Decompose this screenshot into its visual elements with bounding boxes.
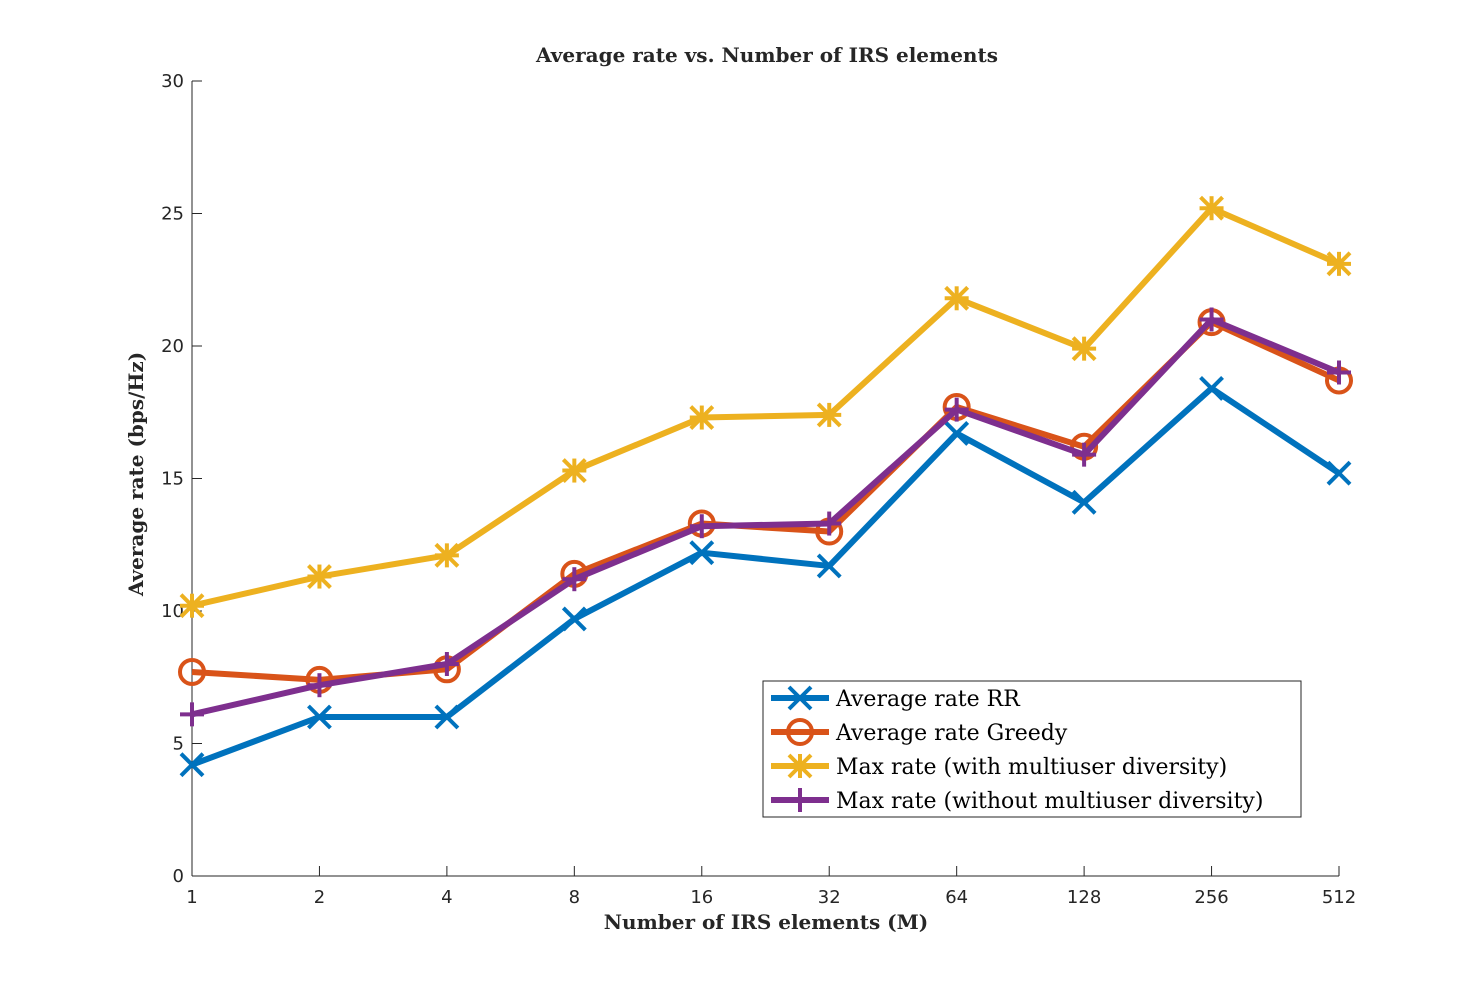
data-point bbox=[689, 405, 715, 430]
data-point bbox=[561, 458, 587, 483]
x-tick-label: 4 bbox=[441, 887, 452, 908]
data-point bbox=[787, 753, 813, 779]
data-point bbox=[1199, 307, 1224, 332]
series-line bbox=[191, 205, 1341, 609]
data-point bbox=[180, 702, 204, 727]
legend-item: Max rate (without multiuser diversity) bbox=[771, 788, 1263, 814]
data-point bbox=[787, 685, 813, 711]
y-tick-label: 25 bbox=[161, 204, 184, 225]
y-tick-label: 20 bbox=[161, 336, 184, 357]
data-point bbox=[788, 788, 812, 812]
data-point bbox=[307, 564, 332, 589]
data-point bbox=[944, 285, 970, 311]
data-point bbox=[689, 514, 714, 539]
y-tick-label: 30 bbox=[161, 71, 184, 92]
x-tick-label: 1 bbox=[186, 887, 197, 908]
x-tick-label: 128 bbox=[1067, 887, 1101, 908]
legend-box bbox=[762, 680, 1302, 818]
data-point bbox=[689, 540, 715, 566]
x-tick-label: 64 bbox=[945, 887, 968, 908]
legend-label: Max rate (without multiuser diversity) bbox=[836, 789, 1263, 814]
series-line bbox=[190, 385, 1341, 768]
data-point bbox=[562, 567, 587, 592]
series-plus bbox=[180, 307, 1351, 727]
series-asterisk bbox=[179, 195, 1352, 619]
data-point bbox=[178, 657, 206, 686]
data-point bbox=[307, 704, 332, 730]
data-point bbox=[434, 542, 460, 568]
y-tick-label: 15 bbox=[161, 469, 184, 490]
legend: Average rate RR Average rate Greedy Max ra… bbox=[762, 680, 1302, 818]
legend-item: Average rate RR bbox=[771, 685, 1021, 712]
x-tick-label: 8 bbox=[569, 887, 580, 908]
data-point bbox=[561, 606, 587, 632]
data-point bbox=[1071, 489, 1097, 515]
data-point bbox=[307, 673, 332, 698]
y-axis-label: Average rate (bps/Hz) bbox=[124, 352, 148, 597]
data-point bbox=[786, 718, 814, 746]
data-point bbox=[1072, 442, 1097, 467]
data-point bbox=[816, 553, 842, 579]
data-point bbox=[1327, 360, 1351, 385]
x-tick-label: 2 bbox=[314, 887, 325, 908]
y-tick-label: 5 bbox=[173, 734, 184, 755]
x-tick-label: 512 bbox=[1322, 887, 1356, 908]
x-axis-label: Number of IRS elements (M) bbox=[604, 910, 928, 934]
data-point bbox=[1199, 375, 1224, 401]
data-point bbox=[434, 704, 460, 730]
y-tick-label: 10 bbox=[161, 601, 184, 622]
data-point bbox=[179, 593, 205, 619]
data-point bbox=[944, 421, 970, 446]
legend-label: Average rate Greedy bbox=[835, 721, 1068, 746]
x-tick-label: 256 bbox=[1194, 887, 1228, 908]
legend-item: Average rate Greedy bbox=[771, 718, 1068, 746]
axes: 0 5 10 15 20 25 30 1 2 4 8 16 32 64 128 256 512 bbox=[161, 71, 1356, 908]
legend-item: Max rate (with multiuser diversity) bbox=[771, 753, 1227, 780]
data-point bbox=[944, 397, 969, 422]
x-tick-label: 16 bbox=[690, 887, 713, 908]
x-tick-label: 32 bbox=[818, 887, 841, 908]
series-x bbox=[179, 375, 1352, 778]
data-point bbox=[817, 511, 842, 536]
data-point bbox=[179, 752, 205, 778]
data-point bbox=[1326, 460, 1352, 486]
plot-series bbox=[178, 195, 1353, 778]
legend-label: Max rate (with multiuser diversity) bbox=[836, 755, 1227, 780]
series-line bbox=[191, 316, 1341, 718]
y-tick-label: 0 bbox=[173, 866, 184, 887]
data-point bbox=[434, 652, 459, 676]
chart-title: Average rate vs. Number of IRS elements bbox=[535, 43, 998, 67]
data-point bbox=[1071, 336, 1097, 362]
data-point bbox=[1326, 251, 1352, 277]
data-point bbox=[816, 402, 842, 428]
data-point bbox=[1199, 195, 1224, 221]
legend-label: Average rate RR bbox=[835, 687, 1021, 712]
